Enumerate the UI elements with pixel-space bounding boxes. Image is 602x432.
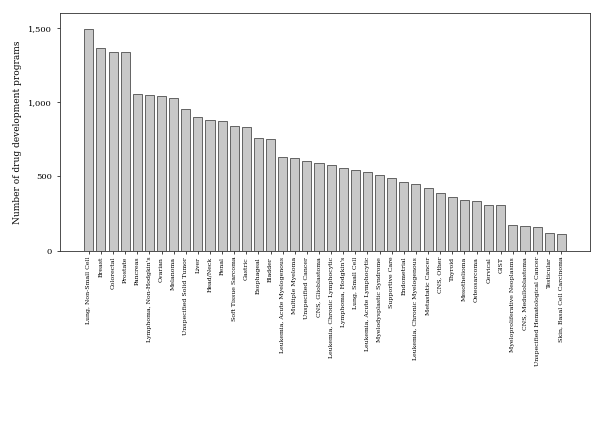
Bar (302, 161, 311, 251)
Bar (84, 29, 93, 251)
Bar (521, 226, 530, 251)
Bar (169, 98, 178, 251)
Bar (266, 139, 275, 251)
Bar (230, 126, 239, 251)
Bar (120, 52, 129, 251)
Bar (108, 51, 117, 251)
Bar (533, 227, 542, 251)
Bar (278, 157, 287, 251)
Bar (217, 121, 226, 251)
Bar (96, 48, 105, 251)
Bar (314, 163, 323, 251)
Bar (448, 197, 457, 251)
Bar (290, 159, 299, 251)
Bar (411, 184, 420, 251)
Bar (157, 96, 166, 251)
Bar (460, 200, 469, 251)
Bar (472, 201, 481, 251)
Bar (557, 234, 566, 251)
Bar (242, 127, 251, 251)
Bar (387, 178, 396, 251)
Bar (545, 233, 554, 251)
Bar (508, 225, 517, 251)
Bar (484, 204, 493, 251)
Bar (133, 94, 142, 251)
Bar (254, 138, 263, 251)
Bar (399, 182, 408, 251)
Bar (339, 168, 348, 251)
Bar (363, 172, 372, 251)
Bar (205, 120, 214, 251)
Bar (424, 188, 433, 251)
Y-axis label: Number of drug development programs: Number of drug development programs (13, 40, 22, 223)
Bar (436, 193, 445, 251)
Bar (145, 95, 154, 251)
Bar (181, 109, 190, 251)
Bar (496, 205, 505, 251)
Bar (375, 175, 384, 251)
Bar (327, 165, 336, 251)
Bar (351, 170, 360, 251)
Bar (193, 117, 202, 251)
